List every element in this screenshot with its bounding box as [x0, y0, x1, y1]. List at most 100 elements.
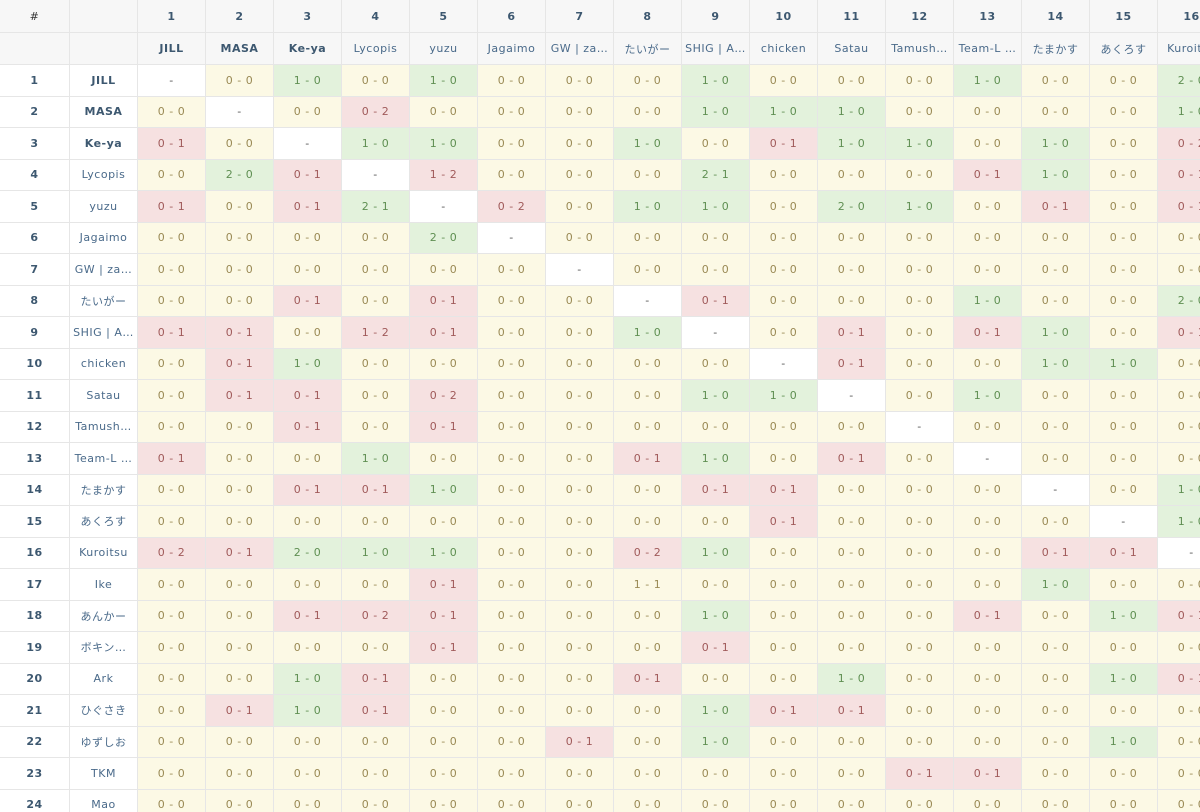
match-result: 0 - 0: [682, 222, 750, 254]
match-result: 0 - 0: [206, 128, 274, 160]
match-result: 1 - 0: [954, 380, 1022, 412]
match-result: 0 - 0: [750, 65, 818, 97]
match-result: 0 - 0: [818, 65, 886, 97]
match-result: 0 - 0: [1090, 222, 1158, 254]
match-result: 0 - 0: [1158, 348, 1200, 380]
match-result: 0 - 0: [1090, 96, 1158, 128]
match-result: 0 - 0: [886, 222, 954, 254]
match-result: 0 - 0: [138, 632, 206, 664]
match-result: 0 - 0: [138, 695, 206, 727]
match-result: 0 - 1: [546, 726, 614, 758]
match-result: 0 - 0: [342, 569, 410, 601]
match-result: 0 - 0: [478, 506, 546, 538]
match-result: 0 - 0: [818, 600, 886, 632]
column-number: 3: [274, 0, 342, 33]
match-result: 0 - 0: [614, 474, 682, 506]
match-result: 0 - 0: [1022, 600, 1090, 632]
match-result: 0 - 0: [478, 443, 546, 475]
match-result: 0 - 0: [682, 758, 750, 790]
match-result: 0 - 1: [138, 317, 206, 349]
row-name: ゆずしお: [70, 726, 138, 758]
match-result: 0 - 0: [274, 789, 342, 812]
match-result: 0 - 0: [546, 317, 614, 349]
match-result: 0 - 0: [886, 569, 954, 601]
match-result: 0 - 0: [954, 411, 1022, 443]
row-number: 6: [0, 222, 70, 254]
row-number: 3: [0, 128, 70, 160]
match-result: 0 - 0: [546, 159, 614, 191]
row-name: Lycopis: [70, 159, 138, 191]
match-result: 1 - 0: [410, 65, 478, 97]
match-result: 0 - 0: [410, 254, 478, 286]
match-result: 0 - 0: [342, 632, 410, 664]
match-result: 0 - 0: [818, 758, 886, 790]
row-number: 12: [0, 411, 70, 443]
match-result: 1 - 0: [682, 726, 750, 758]
match-result: 0 - 0: [1090, 159, 1158, 191]
match-result: 0 - 0: [614, 254, 682, 286]
match-result: 0 - 2: [1158, 128, 1200, 160]
match-result: 0 - 1: [342, 695, 410, 727]
match-result: 2 - 0: [1158, 285, 1200, 317]
match-result: 0 - 2: [138, 537, 206, 569]
match-result: 1 - 0: [1090, 663, 1158, 695]
row-name: JILL: [70, 65, 138, 97]
column-number: 6: [478, 0, 546, 33]
match-result: 0 - 0: [546, 758, 614, 790]
match-result: 1 - 0: [342, 537, 410, 569]
match-result: 0 - 0: [954, 222, 1022, 254]
match-result: 0 - 1: [206, 348, 274, 380]
match-result: 0 - 0: [954, 537, 1022, 569]
match-result: 1 - 0: [1022, 348, 1090, 380]
match-result: -: [206, 96, 274, 128]
match-result: 0 - 0: [1090, 317, 1158, 349]
match-result: 0 - 1: [1158, 159, 1200, 191]
match-result: 0 - 0: [886, 65, 954, 97]
match-result: 0 - 0: [274, 506, 342, 538]
row-name: Satau: [70, 380, 138, 412]
match-result: 0 - 0: [614, 632, 682, 664]
match-result: 1 - 0: [274, 348, 342, 380]
match-result: 0 - 0: [206, 758, 274, 790]
match-result: 0 - 0: [614, 695, 682, 727]
match-result: 0 - 0: [478, 128, 546, 160]
match-result: 0 - 1: [886, 758, 954, 790]
match-result: 1 - 0: [1158, 96, 1200, 128]
match-result: 0 - 0: [478, 159, 546, 191]
match-result: 0 - 0: [886, 726, 954, 758]
match-result: 0 - 0: [274, 317, 342, 349]
match-result: -: [750, 348, 818, 380]
match-result: 0 - 0: [478, 380, 546, 412]
column-name: chicken: [750, 33, 818, 65]
row-name: Kuroitsu: [70, 537, 138, 569]
match-result: 0 - 0: [410, 695, 478, 727]
match-result: 0 - 0: [614, 600, 682, 632]
match-result: 0 - 0: [1090, 128, 1158, 160]
match-result: 0 - 0: [818, 569, 886, 601]
match-result: 0 - 1: [954, 758, 1022, 790]
column-number: 15: [1090, 0, 1158, 33]
match-result: 0 - 0: [546, 380, 614, 412]
match-result: 1 - 0: [682, 380, 750, 412]
column-number: 16: [1158, 0, 1200, 33]
match-result: 0 - 0: [750, 285, 818, 317]
match-result: 0 - 0: [1022, 506, 1090, 538]
row-number: 17: [0, 569, 70, 601]
match-result: 0 - 1: [1158, 600, 1200, 632]
match-result: 0 - 0: [342, 65, 410, 97]
match-result: 0 - 0: [886, 600, 954, 632]
match-result: -: [274, 128, 342, 160]
match-result: 1 - 0: [954, 285, 1022, 317]
match-result: 0 - 0: [478, 411, 546, 443]
match-result: 1 - 0: [682, 96, 750, 128]
column-name: Team-L …: [954, 33, 1022, 65]
row-number: 10: [0, 348, 70, 380]
match-result: 0 - 2: [410, 380, 478, 412]
row-number: 19: [0, 632, 70, 664]
empty-header-cell: [0, 33, 70, 65]
match-result: 0 - 0: [342, 506, 410, 538]
match-result: 0 - 0: [546, 443, 614, 475]
match-result: 0 - 0: [342, 348, 410, 380]
match-result: 0 - 1: [274, 474, 342, 506]
match-result: 0 - 0: [818, 726, 886, 758]
